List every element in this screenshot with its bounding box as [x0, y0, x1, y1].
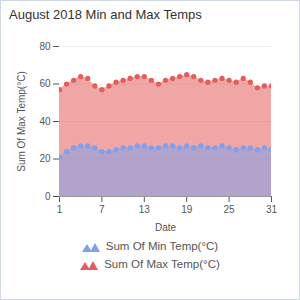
svg-text:40: 40: [39, 116, 51, 127]
svg-text:13: 13: [139, 204, 151, 215]
html-text:Sum Of Min Temp(°C): Sum Of Min Temp(°C): [105, 240, 219, 252]
svg-text:80: 80: [39, 41, 51, 52]
html-text:Sum Of Max Temp(°C): Sum Of Max Temp(°C): [104, 258, 220, 270]
svg-text:Sum Of Max Temp(°C): Sum Of Max Temp(°C): [16, 71, 27, 172]
svg-text:20: 20: [39, 153, 51, 164]
svg-text:31: 31: [266, 204, 278, 215]
svg-text:Date: Date: [155, 222, 177, 233]
svg-text:7: 7: [99, 204, 105, 215]
svg-text:19: 19: [181, 204, 193, 215]
svg-text:60: 60: [39, 78, 51, 89]
html-text:August 2018 Min and Max Temps: August 2018 Min and Max Temps: [9, 7, 202, 22]
svg-text:0: 0: [45, 191, 51, 202]
svg-text:25: 25: [224, 204, 236, 215]
svg-text:1: 1: [57, 204, 63, 215]
